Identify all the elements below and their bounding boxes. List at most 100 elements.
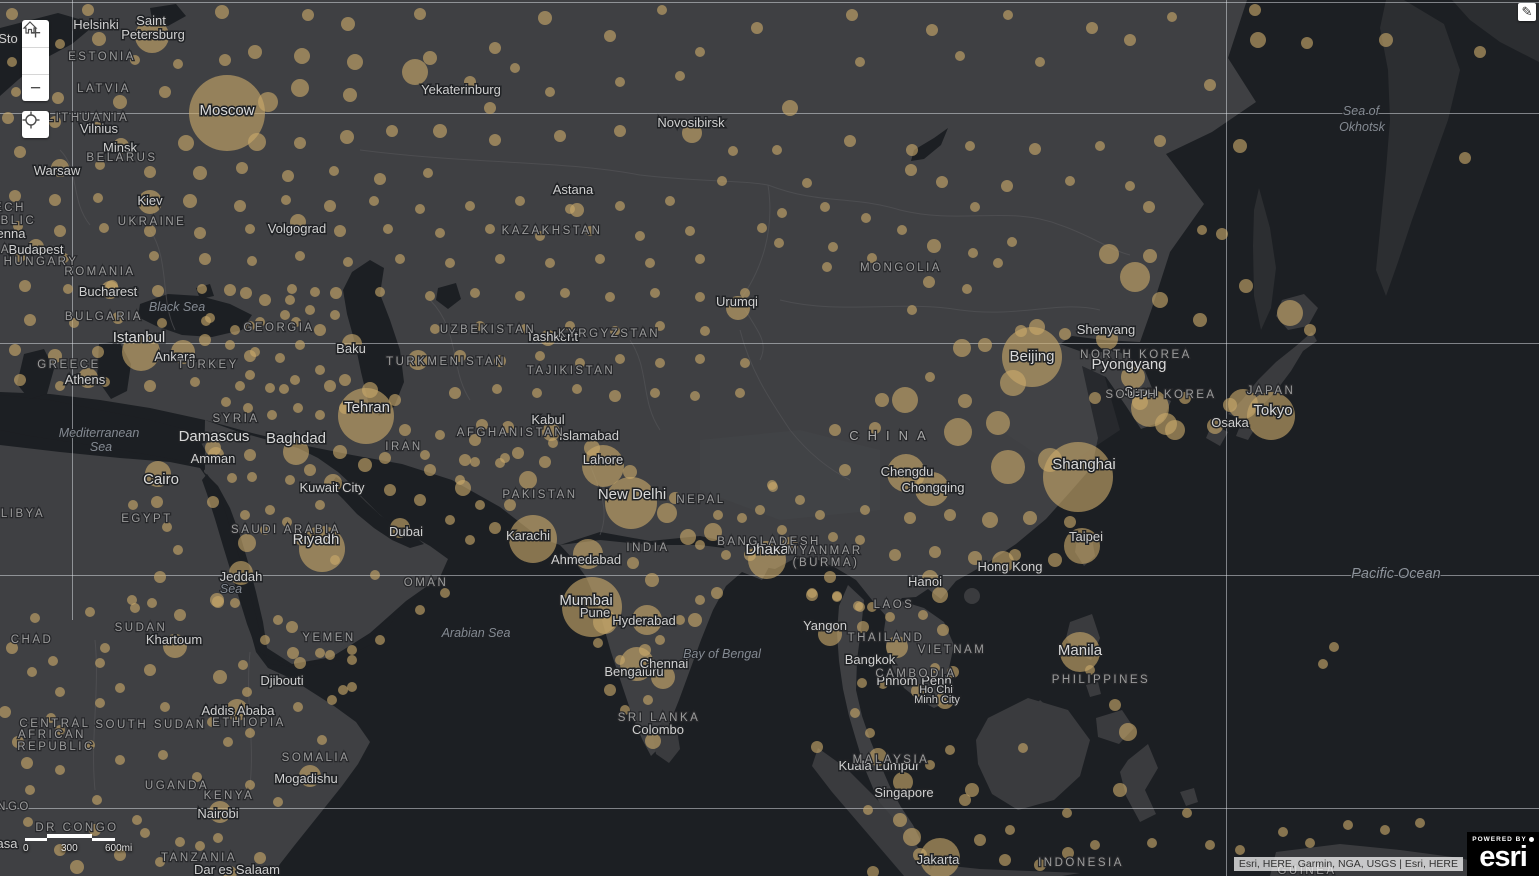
population-bubble[interactable] <box>147 598 157 608</box>
population-bubble[interactable] <box>347 655 357 665</box>
population-bubble[interactable] <box>953 339 971 357</box>
population-bubble[interactable] <box>242 687 252 697</box>
population-bubble[interactable] <box>128 500 138 510</box>
population-bubble[interactable] <box>402 59 428 85</box>
population-bubble[interactable] <box>347 645 357 655</box>
population-bubble[interactable] <box>374 173 386 185</box>
population-bubble[interactable] <box>857 621 869 633</box>
population-bubble[interactable] <box>782 537 798 553</box>
population-bubble[interactable] <box>1143 201 1155 213</box>
population-bubble[interactable] <box>433 124 447 138</box>
population-bubble[interactable] <box>615 354 625 364</box>
population-bubble[interactable] <box>627 557 639 569</box>
population-bubble[interactable] <box>302 9 314 21</box>
population-bubble[interactable] <box>1048 553 1062 567</box>
population-bubble[interactable] <box>445 515 455 525</box>
population-bubble[interactable] <box>140 828 150 838</box>
population-bubble[interactable] <box>199 253 211 265</box>
population-bubble[interactable] <box>669 492 681 504</box>
population-bubble[interactable] <box>227 473 237 483</box>
population-bubble[interactable] <box>163 634 187 658</box>
population-bubble[interactable] <box>795 495 805 505</box>
population-bubble[interactable] <box>327 695 337 705</box>
population-bubble[interactable] <box>265 383 275 393</box>
population-bubble[interactable] <box>224 284 236 296</box>
population-bubble[interactable] <box>936 176 948 188</box>
population-bubble[interactable] <box>609 390 621 402</box>
population-bubble[interactable] <box>1125 181 1135 191</box>
population-bubble[interactable] <box>470 457 480 467</box>
population-bubble[interactable] <box>1249 4 1261 16</box>
population-bubble[interactable] <box>593 610 617 634</box>
population-bubble[interactable] <box>695 595 705 605</box>
population-bubble[interactable] <box>14 250 26 262</box>
population-bubble[interactable] <box>157 318 167 328</box>
population-bubble[interactable] <box>247 256 257 266</box>
population-bubble[interactable] <box>815 510 825 520</box>
population-bubble[interactable] <box>255 317 265 327</box>
population-bubble[interactable] <box>226 699 248 721</box>
population-bubble[interactable] <box>986 411 1010 435</box>
population-bubble[interactable] <box>1095 141 1105 151</box>
population-bubble[interactable] <box>273 797 283 807</box>
population-bubble[interactable] <box>726 296 750 320</box>
population-bubble[interactable] <box>740 288 750 298</box>
population-bubble[interactable] <box>643 695 653 705</box>
population-bubble[interactable] <box>903 828 921 846</box>
population-bubble[interactable] <box>362 382 378 398</box>
population-bubble[interactable] <box>806 589 818 601</box>
population-bubble[interactable] <box>923 276 935 288</box>
population-bubble[interactable] <box>1277 300 1303 326</box>
locate-button[interactable] <box>22 111 49 138</box>
population-bubble[interactable] <box>867 602 877 612</box>
population-bubble[interactable] <box>435 228 445 238</box>
population-bubble[interactable] <box>338 685 348 695</box>
population-bubble[interactable] <box>1007 237 1017 247</box>
population-bubble[interactable] <box>315 500 325 510</box>
population-bubble[interactable] <box>1113 783 1127 797</box>
population-bubble[interactable] <box>12 736 24 748</box>
population-bubble[interactable] <box>867 866 879 876</box>
population-bubble[interactable] <box>1121 365 1145 389</box>
population-bubble[interactable] <box>281 195 291 205</box>
population-bubble[interactable] <box>82 4 94 16</box>
population-bubble[interactable] <box>925 760 935 770</box>
population-bubble[interactable] <box>1124 34 1136 46</box>
population-bubble[interactable] <box>695 354 705 364</box>
population-bubble[interactable] <box>1034 859 1046 871</box>
population-bubble[interactable] <box>48 349 62 363</box>
population-bubble[interactable] <box>414 494 426 506</box>
population-bubble[interactable] <box>149 251 159 261</box>
population-bubble[interactable] <box>420 450 430 460</box>
population-bubble[interactable] <box>744 549 756 561</box>
population-bubble[interactable] <box>632 605 662 635</box>
population-bubble[interactable] <box>449 387 461 399</box>
population-bubble[interactable] <box>193 166 207 180</box>
population-bubble[interactable] <box>423 51 437 65</box>
population-bubble[interactable] <box>1119 723 1137 741</box>
population-bubble[interactable] <box>395 254 405 264</box>
population-bubble[interactable] <box>645 733 661 749</box>
population-bubble[interactable] <box>91 122 103 134</box>
population-bubble[interactable] <box>212 596 224 608</box>
population-bubble[interactable] <box>173 545 183 555</box>
population-bubble[interactable] <box>14 146 26 158</box>
population-bubble[interactable] <box>927 239 941 253</box>
population-bubble[interactable] <box>248 45 262 59</box>
population-bubble[interactable] <box>1090 840 1100 850</box>
population-bubble[interactable] <box>1120 262 1150 292</box>
population-bubble[interactable] <box>1035 57 1045 67</box>
population-bubble[interactable] <box>290 375 300 385</box>
population-bubble[interactable] <box>1065 176 1075 186</box>
population-bubble[interactable] <box>911 684 925 698</box>
population-bubble[interactable] <box>254 852 266 864</box>
population-bubble[interactable] <box>713 510 723 520</box>
population-bubble[interactable] <box>379 452 391 464</box>
population-bubble[interactable] <box>1329 642 1339 652</box>
population-bubble[interactable] <box>965 783 979 797</box>
population-bubble[interactable] <box>192 772 202 782</box>
population-bubble[interactable] <box>454 350 466 362</box>
population-bubble[interactable] <box>55 765 65 775</box>
population-bubble[interactable] <box>682 123 702 143</box>
population-bubble[interactable] <box>14 374 26 386</box>
